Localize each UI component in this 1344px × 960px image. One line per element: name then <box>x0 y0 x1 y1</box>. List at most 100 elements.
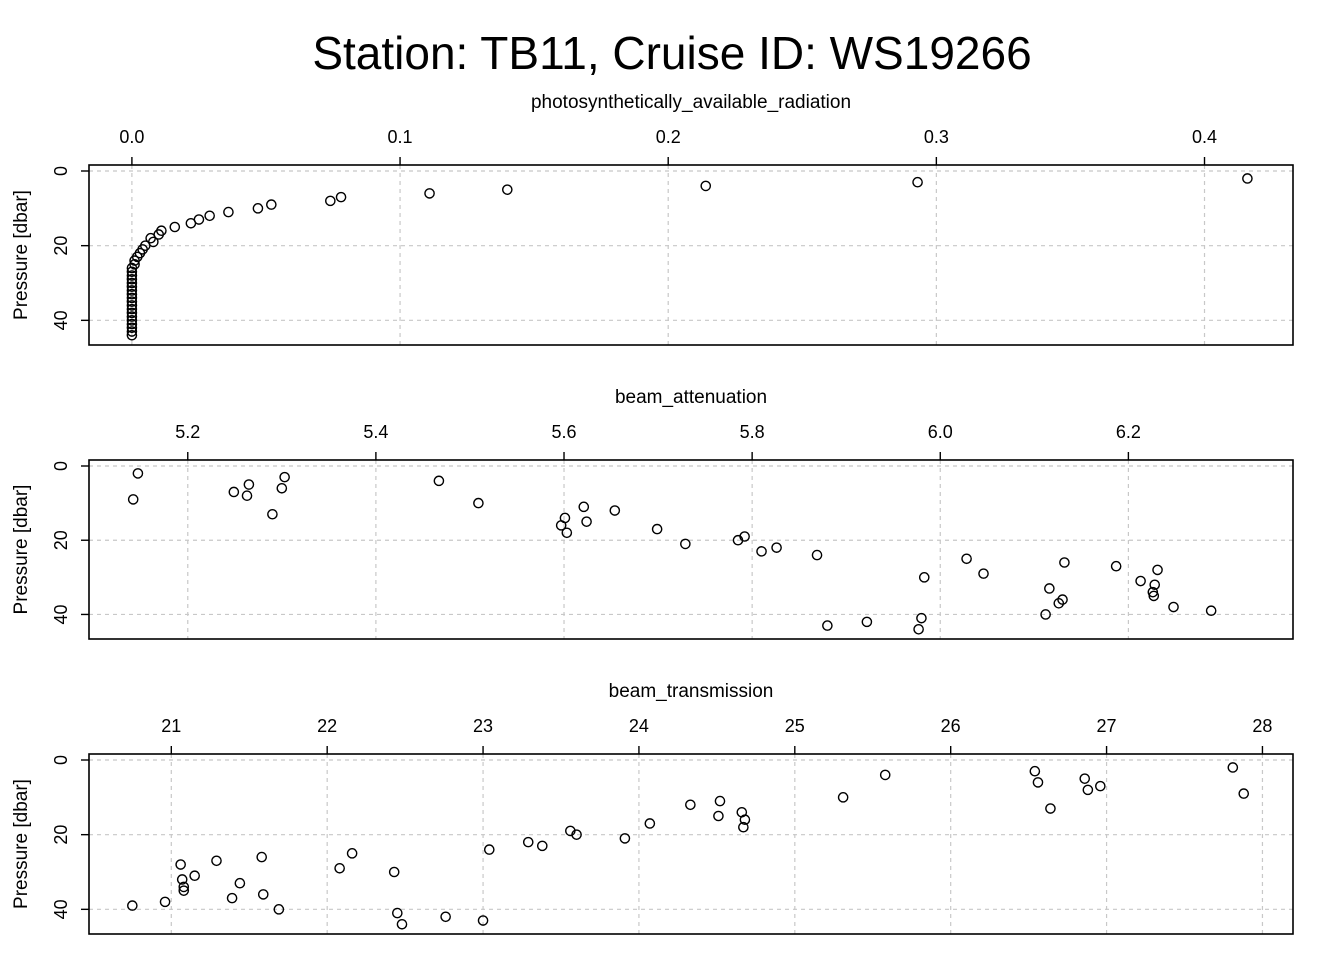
data-point <box>1029 765 1041 777</box>
data-point <box>267 508 278 520</box>
data-point <box>609 505 621 516</box>
y-tick-label: 20 <box>51 236 71 256</box>
data-point <box>1227 762 1239 773</box>
data-point <box>714 795 726 807</box>
data-point <box>243 479 255 490</box>
data-point <box>126 329 138 341</box>
data-point <box>175 859 186 870</box>
data-point <box>1135 575 1146 587</box>
data-point <box>918 572 930 583</box>
data-point <box>211 855 222 867</box>
data-point <box>502 184 513 195</box>
data-point <box>651 523 663 535</box>
data-point <box>961 553 972 565</box>
data-point <box>257 889 269 900</box>
y-tick-label: 40 <box>51 899 71 919</box>
data-point <box>685 799 696 811</box>
data-point <box>771 542 782 553</box>
data-point <box>1040 609 1051 620</box>
data-point <box>440 911 451 923</box>
data-point <box>189 870 200 882</box>
x-tick-label: 26 <box>941 716 961 736</box>
x-tick-label: 23 <box>473 716 493 736</box>
data-point <box>1242 173 1253 184</box>
figure-title: Station: TB11, Cruise ID: WS19266 <box>312 27 1031 79</box>
data-point <box>178 885 190 896</box>
data-point <box>132 468 144 479</box>
data-point <box>185 217 197 229</box>
data-point <box>178 881 190 893</box>
data-point <box>912 176 923 188</box>
data-point <box>732 534 744 546</box>
data-point <box>1045 803 1056 814</box>
data-point <box>424 188 435 199</box>
data-point <box>433 475 445 487</box>
data-point <box>1079 773 1091 784</box>
data-point <box>126 315 138 326</box>
data-point <box>204 210 215 222</box>
data-point <box>822 620 833 631</box>
data-point <box>473 497 484 509</box>
x-tick-label: 6.2 <box>1116 422 1141 442</box>
x-tick-label: 5.6 <box>552 422 577 442</box>
data-point <box>1152 564 1163 576</box>
data-point <box>126 303 138 315</box>
data-point <box>346 848 358 859</box>
data-point <box>739 814 751 826</box>
data-point <box>913 623 924 635</box>
data-point <box>126 285 138 296</box>
data-point <box>861 616 873 628</box>
data-point <box>126 277 138 289</box>
plot-frame <box>88 459 1294 640</box>
data-point <box>916 612 927 624</box>
y-tick-label: 0 <box>51 166 71 176</box>
x-tick-label: 27 <box>1097 716 1117 736</box>
data-point <box>129 255 140 266</box>
data-point <box>241 490 253 501</box>
x-tick-label: 25 <box>785 716 805 736</box>
x-tick-label: 21 <box>161 716 181 736</box>
x-axis-label: beam_transmission <box>609 681 774 702</box>
data-point <box>536 840 548 852</box>
data-point <box>811 549 823 561</box>
data-point <box>680 538 691 550</box>
data-point <box>392 907 403 919</box>
x-tick-label: 0.4 <box>1192 127 1217 147</box>
data-point <box>279 471 290 483</box>
data-point <box>223 206 234 218</box>
y-tick-label: 20 <box>51 825 71 845</box>
data-point <box>126 266 138 278</box>
data-point <box>571 829 582 840</box>
data-point <box>644 818 656 829</box>
x-tick-label: 22 <box>317 716 337 736</box>
data-point <box>127 494 139 505</box>
panel-1: 0.0 0.1 0.2 0.3 0.4 0 20 40 photosynthetically_a… <box>11 92 1294 346</box>
data-point <box>126 322 138 334</box>
data-point <box>700 180 712 192</box>
data-point <box>334 862 345 874</box>
plot-frame <box>88 753 1294 935</box>
data-point <box>126 273 138 285</box>
data-point <box>325 195 336 207</box>
data-point <box>837 792 849 803</box>
data-point <box>1032 777 1044 788</box>
data-point <box>738 821 749 833</box>
data-point <box>578 501 590 513</box>
data-point <box>756 546 767 557</box>
data-point <box>256 851 268 863</box>
data-point <box>335 191 347 203</box>
x-tick-label: 5.4 <box>363 422 388 442</box>
data-point <box>126 311 138 322</box>
data-point <box>127 900 138 911</box>
data-point <box>1110 560 1122 572</box>
data-point <box>126 262 138 274</box>
panel-2: 5.2 5.4 5.6 5.8 6.0 6.2 0 20 40 beam_attenuation P… <box>11 387 1294 640</box>
data-point <box>619 833 631 844</box>
data-point <box>978 568 989 579</box>
y-tick-label: 0 <box>51 755 71 765</box>
x-tick-label: 24 <box>629 716 649 736</box>
data-point <box>126 300 138 311</box>
y-axis-label: Pressure [dbar] <box>11 190 32 320</box>
data-point <box>159 896 171 908</box>
